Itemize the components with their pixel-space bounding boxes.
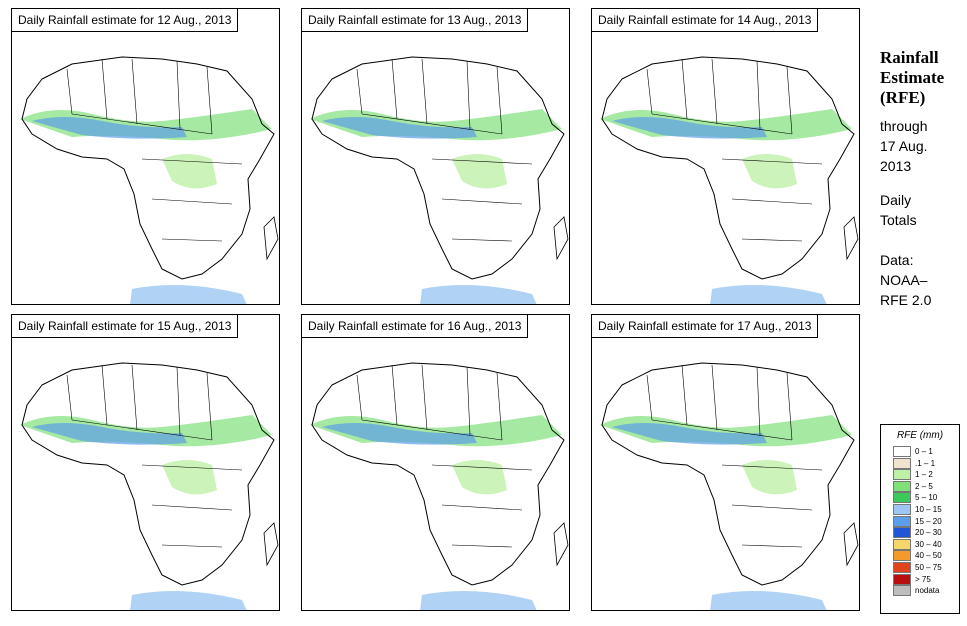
legend-item: 10 – 15 — [881, 503, 959, 516]
legend-label: 40 – 50 — [915, 551, 942, 561]
legend-item: > 75 — [881, 573, 959, 586]
legend-swatch — [893, 527, 911, 539]
side-heading: Rainfall Estimate (RFE) — [880, 48, 962, 108]
legend-swatch — [893, 585, 911, 597]
panel-title: Daily Rainfall estimate for 17 Aug., 201… — [592, 315, 819, 338]
legend-label: 5 – 10 — [915, 493, 938, 503]
legend-swatch — [893, 550, 911, 562]
legend-swatch — [893, 573, 911, 585]
legend-label: 20 – 30 — [915, 528, 942, 538]
through-date: 17 Aug. — [880, 138, 928, 154]
data-label: Data: — [880, 252, 914, 268]
legend-label: .1 – 1 — [915, 458, 936, 468]
legend-item: 5 – 10 — [881, 492, 959, 504]
legend-item: .1 – 1 — [881, 457, 959, 470]
legend-title: RFE (mm) — [896, 430, 944, 441]
heading-line: Rainfall — [880, 48, 939, 67]
map-panel-14-aug: Daily Rainfall estimate for 14 Aug., 201… — [591, 8, 860, 305]
legend-item: 0 – 1 — [881, 446, 959, 458]
legend-item: 15 – 20 — [881, 515, 959, 528]
legend-item: nodata — [881, 585, 959, 597]
legend-label: 1 – 2 — [915, 470, 933, 480]
period-line: Daily — [880, 192, 912, 208]
legend-item: 1 – 2 — [881, 469, 959, 481]
data-source-line: NOAA– — [880, 272, 928, 288]
period-text: Daily Totals — [880, 190, 964, 230]
data-source-text: Data: NOAA– RFE 2.0 — [880, 250, 964, 310]
map-panel-17-aug: Daily Rainfall estimate for 17 Aug., 201… — [591, 314, 860, 611]
legend-swatch — [893, 480, 911, 492]
legend-item: 20 – 30 — [881, 527, 959, 539]
africa-map — [599, 362, 859, 610]
legend-item: 50 – 75 — [881, 561, 959, 574]
legend-label: > 75 — [915, 574, 931, 584]
panel-title: Daily Rainfall estimate for 12 Aug., 201… — [12, 9, 239, 32]
legend-label: 50 – 75 — [915, 562, 942, 572]
legend-label: nodata — [915, 586, 940, 596]
africa-map — [19, 362, 279, 610]
map-panel-13-aug: Daily Rainfall estimate for 13 Aug., 201… — [301, 8, 570, 305]
legend-label: 15 – 20 — [915, 516, 942, 526]
panel-title: Daily Rainfall estimate for 15 Aug., 201… — [12, 315, 239, 338]
legend-label: 0 – 1 — [915, 447, 933, 456]
legend-item: 40 – 50 — [881, 550, 959, 562]
through-label: through — [880, 118, 928, 134]
panel-title: Daily Rainfall estimate for 14 Aug., 201… — [592, 9, 819, 32]
through-year: 2013 — [880, 158, 912, 174]
legend-swatch — [893, 515, 911, 527]
africa-map — [309, 56, 569, 304]
panel-title: Daily Rainfall estimate for 13 Aug., 201… — [302, 9, 529, 32]
period-line: Totals — [880, 212, 917, 228]
legend-swatch — [893, 561, 911, 573]
africa-map — [599, 56, 859, 304]
legend-label: 10 – 15 — [915, 504, 942, 514]
legend-swatch — [893, 446, 911, 457]
legend-swatch — [893, 492, 911, 504]
heading-line: Estimate — [880, 68, 945, 87]
map-panel-12-aug: Daily Rainfall estimate for 12 Aug., 201… — [11, 8, 280, 305]
legend-label: 2 – 5 — [915, 481, 933, 491]
map-panel-15-aug: Daily Rainfall estimate for 15 Aug., 201… — [11, 314, 280, 611]
legend-label: 30 – 40 — [915, 539, 942, 549]
panel-title: Daily Rainfall estimate for 16 Aug., 201… — [302, 315, 529, 338]
africa-map — [309, 362, 569, 610]
africa-map — [19, 56, 279, 304]
legend-swatch — [893, 503, 911, 515]
legend-item: 30 – 40 — [881, 538, 959, 551]
data-source-line: RFE 2.0 — [880, 292, 932, 308]
legend-item: 2 – 5 — [881, 480, 959, 493]
legend-swatch — [893, 457, 911, 469]
map-panel-16-aug: Daily Rainfall estimate for 16 Aug., 201… — [301, 314, 570, 611]
through-text: through 17 Aug. 2013 — [880, 116, 964, 176]
heading-line: (RFE) — [880, 88, 926, 107]
legend-swatch — [893, 469, 911, 481]
legend-swatch — [893, 538, 911, 550]
